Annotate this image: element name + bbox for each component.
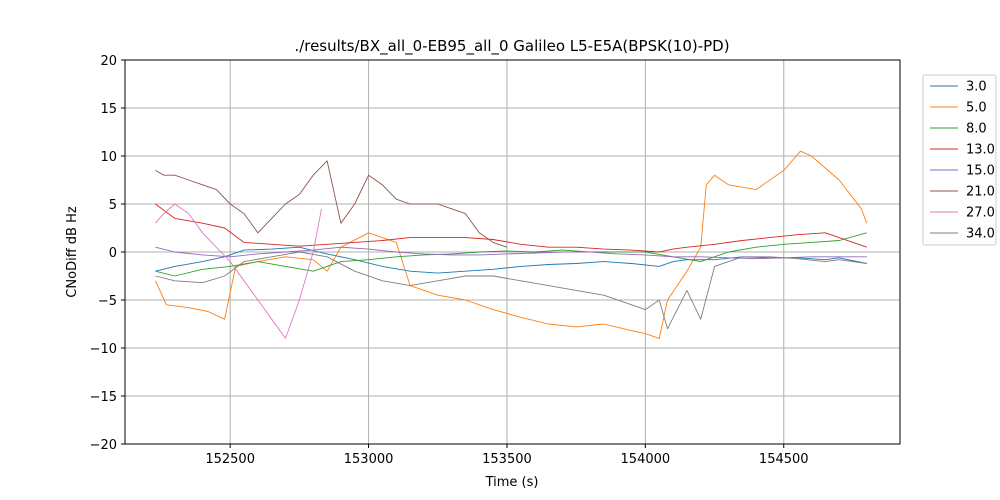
legend-label: 8.0: [966, 122, 987, 137]
legend-label: 3.0: [966, 80, 987, 95]
legend-label: 27.0: [966, 206, 995, 221]
y-tick-label: 10: [100, 150, 117, 165]
y-tick-label: −20: [90, 438, 117, 453]
y-tick-label: −10: [90, 342, 117, 357]
series-line-27.0: [155, 203, 322, 339]
legend-label: 15.0: [966, 164, 995, 179]
x-tick-label: 153500: [482, 452, 532, 467]
chart-title: ./results/BX_all_0-EB95_all_0 Galileo L5…: [294, 37, 729, 56]
series-line-21.0: [155, 160, 508, 248]
y-tick-label: 20: [100, 54, 117, 69]
x-tick-label: 153000: [344, 452, 394, 467]
legend-label: 5.0: [966, 101, 987, 116]
legend-label: 34.0: [966, 227, 995, 242]
y-tick-label: 5: [109, 198, 117, 213]
series-line-8.0: [155, 232, 867, 277]
y-tick-label: −15: [90, 390, 117, 405]
series-lines: [154, 150, 868, 339]
x-tick-label: 152500: [205, 452, 255, 467]
x-tick-label: 154500: [759, 452, 809, 467]
y-tick-label: 0: [109, 246, 117, 261]
y-tick-label: −5: [98, 294, 117, 309]
x-axis-label: Time (s): [485, 475, 539, 490]
y-tick-label: 15: [100, 102, 117, 117]
legend-label: 21.0: [966, 185, 995, 200]
series-line-5.0: [154, 150, 868, 339]
series-line-34.0: [155, 251, 867, 330]
legend-box: [922, 74, 997, 246]
grid-lines: [125, 59, 900, 445]
y-axis-label: CNoDiff dB Hz: [65, 206, 80, 298]
axis-ticks: 152500 153000 153500 154000 154500 −20 −15 −10 −…: [90, 54, 809, 467]
legend-label: 13.0: [966, 143, 995, 158]
x-tick-label: 154000: [621, 452, 671, 467]
legend: 3.0 5.0 8.0 13.0 15.0 21.0 27.0 34.0: [922, 74, 997, 246]
series-line-13.0: [155, 203, 867, 253]
series-line-15.0: [155, 246, 867, 260]
